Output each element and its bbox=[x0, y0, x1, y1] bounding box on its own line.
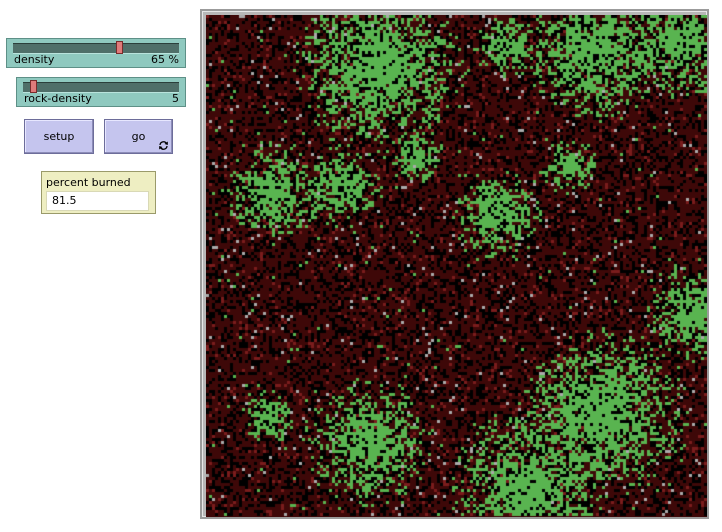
density-value: 65 % bbox=[151, 53, 179, 66]
density-slider[interactable]: density 65 % bbox=[6, 38, 186, 68]
forever-arrows-icon bbox=[159, 141, 168, 150]
setup-button[interactable]: setup bbox=[24, 119, 94, 154]
monitor-label: percent burned bbox=[46, 176, 131, 189]
density-slider-thumb[interactable] bbox=[116, 41, 124, 54]
percent-burned-monitor: percent burned 81.5 bbox=[41, 171, 156, 214]
density-label: density bbox=[14, 53, 55, 66]
rock-density-slider-track[interactable] bbox=[23, 82, 179, 93]
world-view[interactable] bbox=[200, 9, 709, 519]
go-button[interactable]: go bbox=[104, 119, 173, 154]
monitor-value: 81.5 bbox=[46, 191, 149, 211]
rock-density-slider-thumb[interactable] bbox=[30, 80, 38, 93]
go-button-label: go bbox=[131, 130, 146, 143]
rock-density-value: 5 bbox=[172, 92, 179, 105]
rock-density-label: rock-density bbox=[24, 92, 92, 105]
density-slider-track[interactable] bbox=[13, 43, 179, 54]
fire-patch-grid[interactable] bbox=[206, 15, 707, 517]
rock-density-slider[interactable]: rock-density 5 bbox=[16, 77, 186, 107]
setup-button-label: setup bbox=[43, 130, 75, 143]
